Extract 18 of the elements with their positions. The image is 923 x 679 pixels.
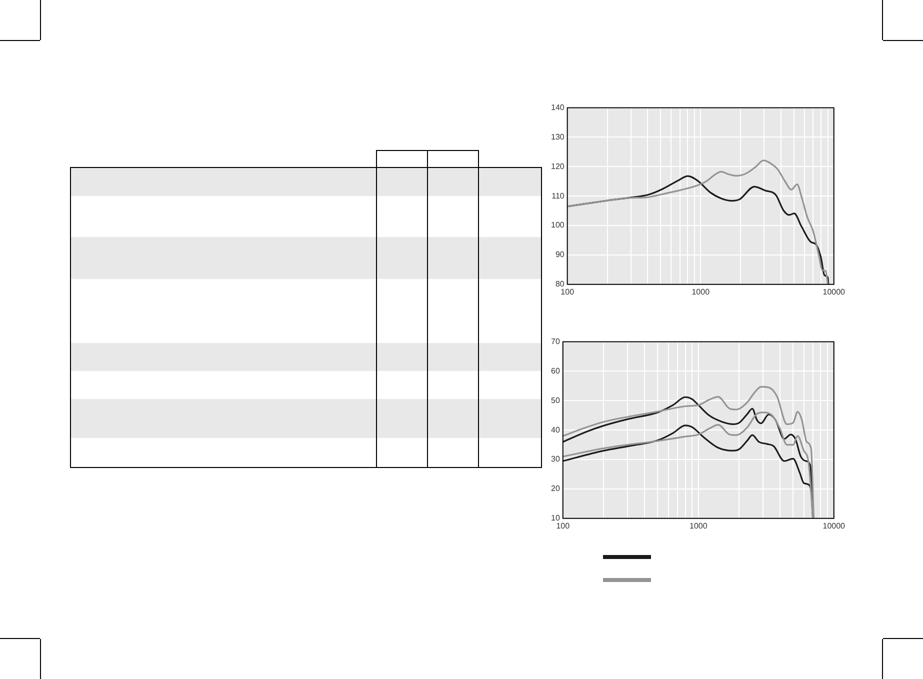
y-tick-label: 40 — [550, 425, 560, 434]
y-tick-label: 120 — [550, 162, 565, 171]
x-tick-label: 10000 — [822, 521, 846, 530]
y-tick-label: 100 — [550, 220, 565, 230]
y-tick-label: 80 — [555, 280, 565, 289]
y-tick-label: 110 — [552, 191, 565, 200]
y-tick-label: 130 — [550, 132, 565, 142]
y-tick-label: 140 — [550, 103, 565, 112]
x-tick-label: 1000 — [689, 521, 708, 530]
y-tick-label: 30 — [550, 454, 560, 464]
y-tick-label: 70 — [550, 337, 560, 346]
y-tick-label: 20 — [550, 484, 560, 494]
y-tick-label: 50 — [550, 396, 560, 405]
y-tick-label: 90 — [555, 250, 565, 260]
y-tick-label: 60 — [550, 366, 560, 376]
x-tick-label: 1000 — [692, 287, 710, 296]
x-tick-label: 10000 — [822, 287, 846, 296]
y-tick-label: 10 — [550, 514, 560, 523]
